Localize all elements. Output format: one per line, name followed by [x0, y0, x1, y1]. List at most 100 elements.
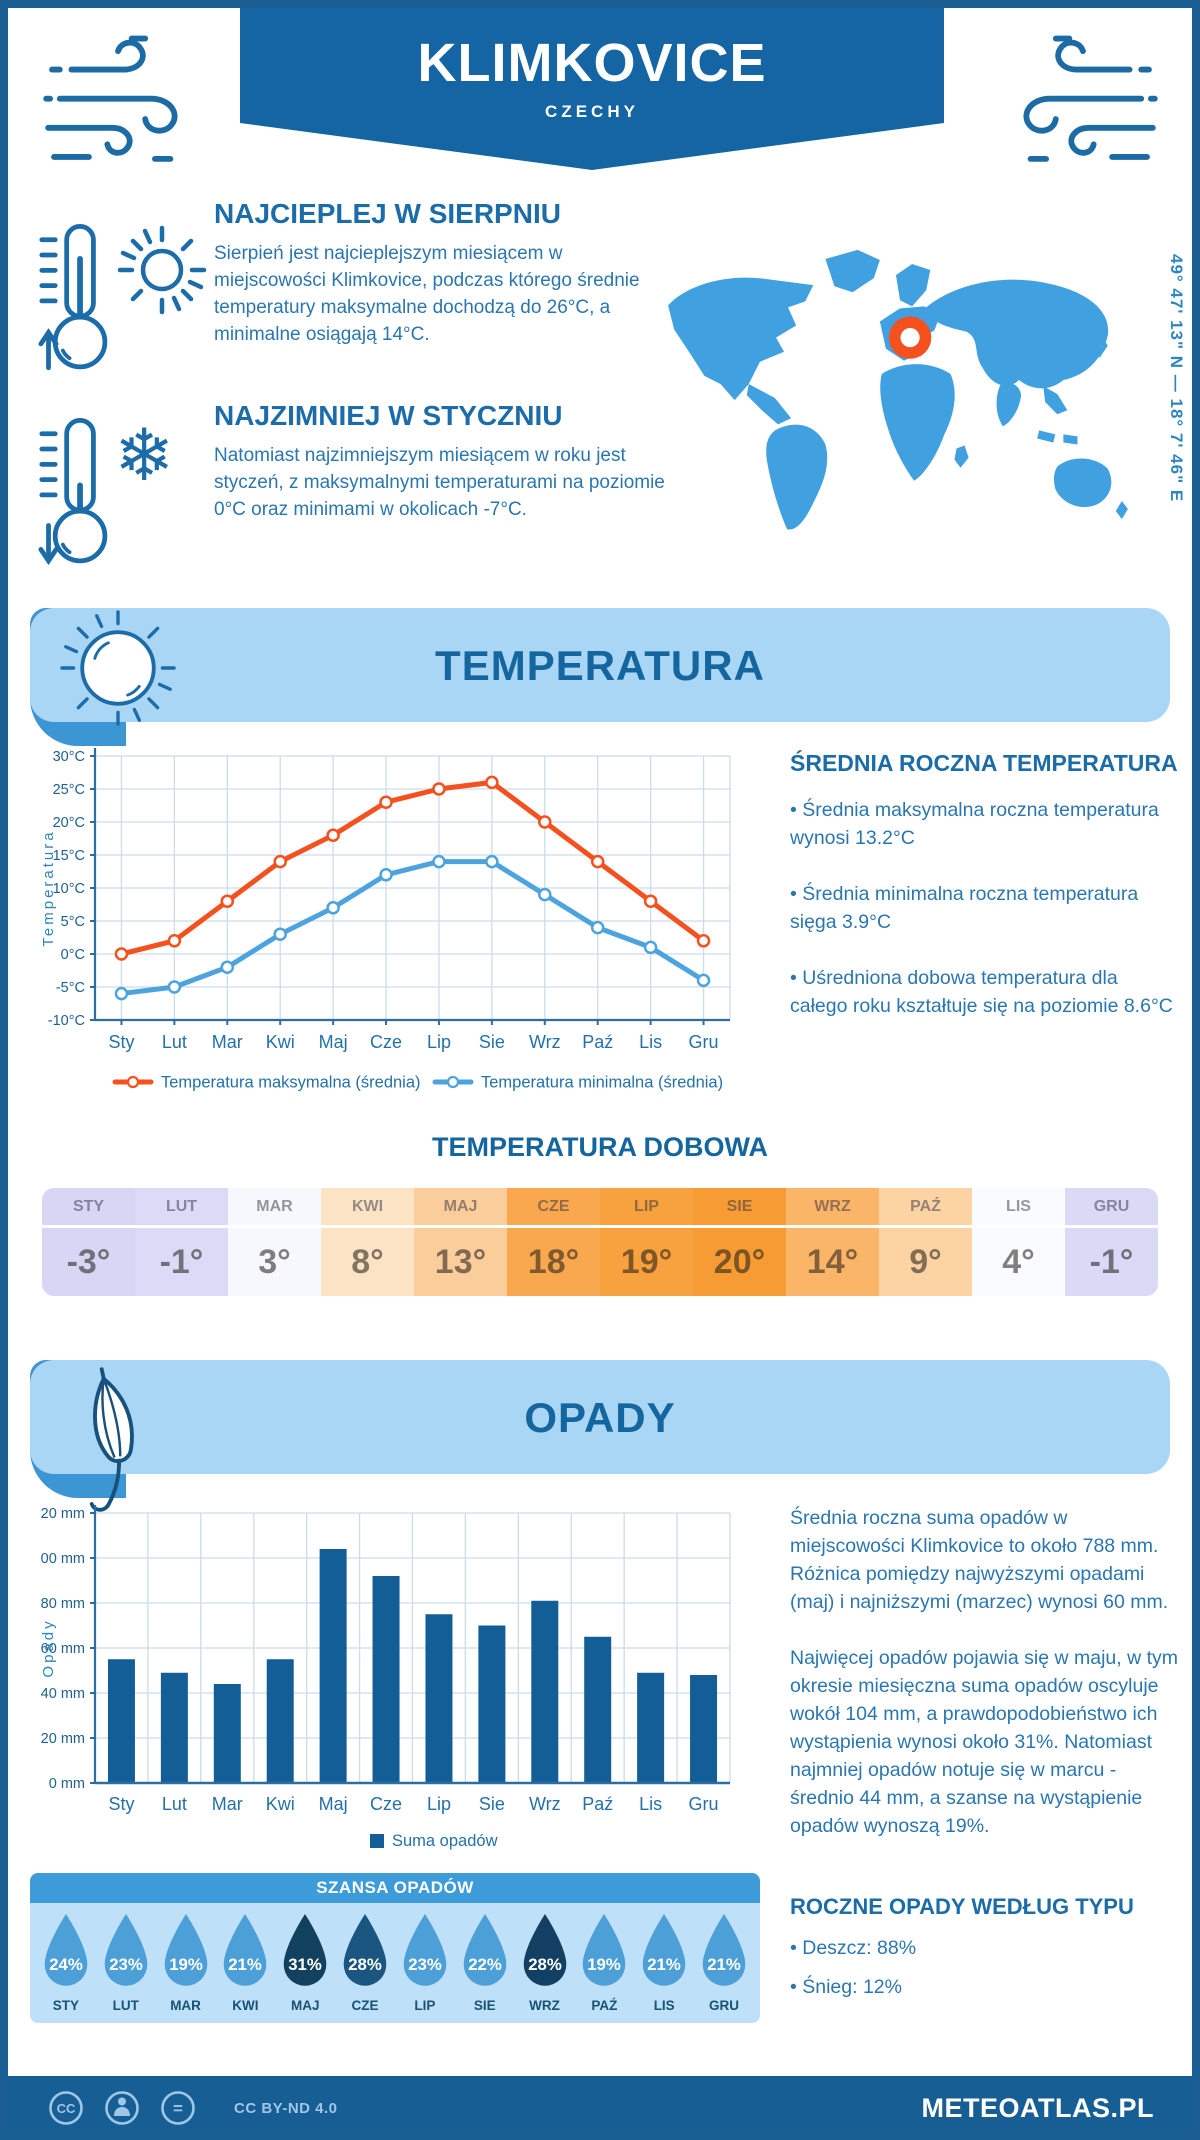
precip-text-block: Średnia roczna suma opadów w miejscowośc… [790, 1504, 1178, 1868]
svg-text:100 mm: 100 mm [40, 1551, 85, 1567]
x-tick-label: Gru [689, 1794, 719, 1814]
rain-chance-item: 31% MAJ [275, 1911, 335, 2013]
data-point [273, 854, 287, 869]
bar [319, 1549, 347, 1783]
month-label: MAR [170, 1998, 201, 2013]
bar [213, 1684, 241, 1783]
rain-chance-item: 19% MAR [156, 1911, 216, 2013]
thermometer-cold-icon [38, 417, 108, 566]
cold-heading: NAJZIMNIEJ W STYCZNIU [214, 400, 563, 431]
svg-text:5°C: 5°C [61, 914, 85, 930]
daily-temp-column: SIE 20° [693, 1188, 786, 1296]
month-label: WRZ [529, 1998, 560, 2013]
chance-value: 22% [468, 1955, 502, 1974]
page-subtitle: CZECHY [545, 102, 639, 121]
temperature-value: -3° [42, 1228, 135, 1296]
rain-chance-item: 22% SIE [455, 1911, 515, 2013]
month-label: LIP [414, 1998, 436, 2013]
x-tick-label: Lip [427, 1032, 451, 1052]
droplet-icon: 19% [164, 1914, 207, 1986]
data-point [379, 795, 393, 809]
droplet-icon: 28% [523, 1914, 566, 1986]
svg-text:20 mm: 20 mm [41, 1731, 85, 1747]
bar [690, 1675, 718, 1783]
temperature-value: 20° [693, 1228, 786, 1296]
svg-text:10°C: 10°C [53, 881, 85, 897]
bar [266, 1659, 294, 1783]
bar [160, 1672, 188, 1783]
month-label: LIS [972, 1188, 1065, 1225]
sun-icon-small [117, 225, 207, 315]
droplet-icon: 31% [283, 1914, 327, 1986]
droplet-icon: 23% [104, 1914, 148, 1986]
svg-text:80 mm: 80 mm [41, 1596, 85, 1612]
temperature-value: 3° [228, 1228, 321, 1296]
x-tick-label: Maj [319, 1794, 348, 1814]
chance-value: 24% [49, 1955, 83, 1974]
month-label: KWI [321, 1188, 414, 1225]
header-banner: KLIMKOVICE CZECHY [240, 8, 944, 170]
x-tick-label: Wrz [529, 1794, 561, 1814]
data-point [538, 887, 552, 902]
series-line [118, 779, 707, 957]
month-label: PAŹ [591, 1998, 618, 2013]
data-point [538, 815, 552, 829]
daily-temp-table: STY -3° LUT -1° MAR 3° KWI 8° MAJ 13° CZE 18° LIP 19°… [42, 1188, 1158, 1296]
rain-chance-item: 21% LIS [634, 1911, 694, 2013]
month-label: KWI [232, 1998, 259, 2013]
chance-value: 19% [169, 1955, 203, 1974]
temperature-banner [30, 608, 1170, 722]
droplet-icon: 23% [403, 1914, 447, 1986]
temp-stat-item: Średnia minimalna roczna temperatura się… [790, 880, 1175, 936]
month-label: CZE [351, 1998, 379, 2013]
data-point [167, 980, 182, 994]
data-point [273, 927, 287, 941]
series-line [118, 859, 707, 997]
x-tick-label: Paź [582, 1032, 613, 1052]
rain-chance-item: 23% LUT [96, 1911, 156, 2013]
wind-icon-left [43, 35, 178, 162]
x-tick-label: Cze [370, 1032, 402, 1052]
temp-stats-heading: ŚREDNIA ROCZNA TEMPERATURA [790, 750, 1178, 776]
data-point [167, 934, 182, 948]
chance-value: 31% [288, 1955, 322, 1974]
daily-temp-column: KWI 8° [321, 1188, 414, 1296]
month-label: LIS [653, 1998, 675, 2013]
x-tick-label: Lut [162, 1794, 187, 1814]
x-tick-label: Mar [212, 1032, 243, 1052]
month-label: GRU [709, 1998, 740, 2013]
month-label: STY [42, 1188, 135, 1225]
daily-temp-column: LUT -1° [135, 1188, 228, 1296]
temperature-value: 18° [507, 1228, 600, 1296]
rain-chance-item: 21% GRU [694, 1911, 754, 2013]
rain-chance-section: SZANSA OPADÓW 24% STY 23% LUT 19% MAR 21% KWI 31… [30, 1873, 760, 2023]
chance-value: 21% [229, 1955, 263, 1974]
x-tick-label: Lut [162, 1032, 187, 1052]
svg-text:0°C: 0°C [61, 947, 85, 963]
cc-license-icons: CC = [49, 2091, 195, 2125]
bar [372, 1576, 400, 1783]
world-map [668, 249, 1128, 530]
data-point [696, 973, 711, 988]
bar [531, 1600, 559, 1783]
precip-banner [30, 1360, 1170, 1474]
legend-label: Suma opadów [392, 1832, 498, 1850]
temp-stat-item: Średnia maksymalna roczna temperatura wy… [790, 796, 1175, 852]
month-label: LIP [600, 1188, 693, 1225]
precip-type-heading: ROCZNE OPADY WEDŁUG TYPU [790, 1894, 1134, 1919]
temp-stats-list: Średnia maksymalna roczna temperatura wy… [790, 796, 1175, 1048]
temperature-line-chart: -10°C -5°C 0°C 5°C 10°C 15°C 20°C 25°C 30°C Sty Lu… [40, 748, 731, 1092]
precip-paragraph: Średnia roczna suma opadów w miejscowośc… [790, 1507, 1169, 1613]
temperature-value: 14° [786, 1228, 879, 1296]
month-label: PAŹ [879, 1188, 972, 1225]
month-label: MAJ [290, 1998, 320, 2013]
temp-stat-item: Uśredniona dobowa temperatura dla całego… [790, 964, 1175, 1020]
data-point [590, 854, 605, 869]
x-tick-label: Maj [319, 1032, 348, 1052]
svg-text:60 mm: 60 mm [41, 1641, 85, 1657]
rain-chance-item: 19% PAŹ [574, 1911, 634, 2013]
daily-temp-column: LIP 19° [600, 1188, 693, 1296]
x-tick-label: Sty [108, 1032, 134, 1052]
droplet-icon: 21% [224, 1914, 267, 1986]
x-tick-label: Kwi [266, 1794, 295, 1814]
